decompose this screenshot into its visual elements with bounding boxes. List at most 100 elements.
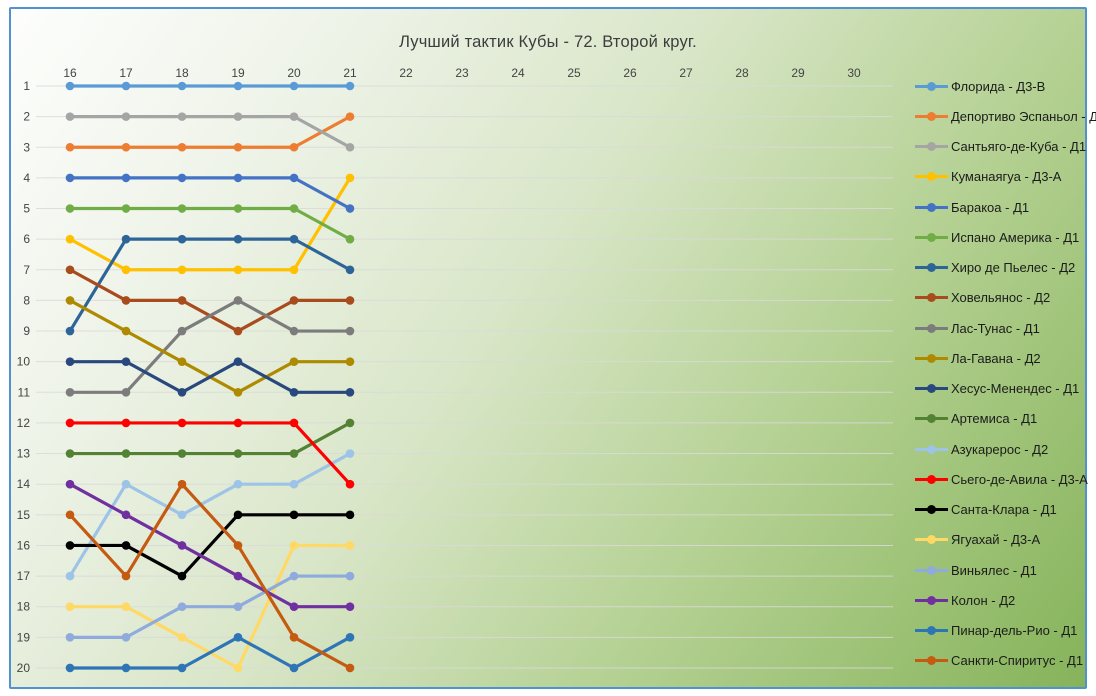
series-point — [65, 633, 75, 642]
series-point — [65, 449, 75, 458]
series-point — [233, 602, 243, 612]
y-axis-tick-label: 12 — [17, 416, 31, 430]
legend-item-label: Баракоа - Д1 — [951, 199, 1030, 215]
series-line-marker-icon — [915, 293, 948, 303]
series-point — [345, 571, 355, 581]
legend-item[interactable]: Флорида - Д3-В — [915, 71, 1045, 101]
y-axis-tick-label: 16 — [17, 538, 31, 552]
legend-item[interactable]: Испано Америка - Д1 — [915, 222, 1079, 252]
legend-item-label: Испано Америка - Д1 — [951, 229, 1080, 245]
series-point — [65, 234, 75, 244]
series-line-group — [65, 173, 355, 275]
series-line-group — [65, 418, 355, 458]
y-axis-tick-label: 7 — [23, 263, 30, 277]
series-point — [345, 602, 355, 612]
legend-item-label: Ховельянос - Д2 — [951, 290, 1051, 306]
legend-item[interactable]: Ховельянос - Д2 — [915, 283, 1050, 313]
legend-item[interactable]: Сьего-де-Авила - Д3-А — [915, 464, 1088, 494]
legend-item[interactable]: Куманаягуа - Д3-А — [915, 162, 1061, 192]
series-point — [177, 663, 187, 673]
y-axis-tick-label: 14 — [17, 477, 31, 491]
series-point — [345, 142, 355, 152]
x-axis-tick-label: 30 — [847, 66, 861, 80]
series-line-group — [65, 418, 355, 489]
legend-item[interactable]: Ла-Гавана - Д2 — [915, 343, 1041, 373]
series-point — [121, 541, 131, 550]
x-axis-tick-label: 18 — [175, 66, 189, 80]
legend-item[interactable]: Хесус-Менендес - Д1 — [915, 374, 1079, 404]
series-point — [345, 479, 355, 489]
series-point — [121, 265, 131, 275]
series-point — [345, 541, 355, 550]
legend-item-label: Пинар-дель-Рио - Д1 — [951, 623, 1078, 638]
legend-item[interactable]: Лас-Тунас - Д1 — [915, 313, 1040, 343]
legend-item[interactable]: Артемиса - Д1 — [915, 404, 1037, 434]
series-point — [121, 449, 131, 458]
series-point — [65, 541, 75, 550]
series-line — [69, 482, 350, 609]
legend-item[interactable]: Хиро де Пьелес - Д2 — [915, 253, 1075, 283]
series-point — [177, 142, 187, 152]
legend-item[interactable]: Виньялес - Д1 — [915, 555, 1037, 585]
series-line — [70, 421, 351, 456]
series-point — [233, 234, 243, 244]
legend-item[interactable]: Азукарерос - Д2 — [915, 434, 1048, 464]
series-point — [233, 633, 243, 642]
legend-item[interactable]: Депортиво Эспаньол - Д2 — [915, 101, 1096, 131]
chart-area: 1 2 3 4 5 6 7 8 9 10 11 12 13 14 15 16 17 18 19 20 16 17 18 19 2… — [11, 9, 1096, 687]
series-point — [65, 173, 75, 183]
series-point — [345, 357, 355, 366]
series-point — [233, 449, 243, 458]
legend-item-label: Санта-Клара - Д1 — [951, 502, 1057, 517]
series-point — [345, 326, 355, 336]
legend-item[interactable]: Пинар-дель-Рио - Д1 — [915, 616, 1077, 646]
series-point — [121, 234, 131, 244]
y-axis-tick-label: 1 — [23, 79, 30, 93]
y-axis-tick-label: 11 — [18, 385, 31, 399]
series-line-marker-icon — [915, 414, 948, 424]
series-point — [65, 510, 75, 520]
series-point — [289, 663, 299, 673]
series-point — [233, 510, 243, 520]
legend-item-label: Хесус-Менендес - Д1 — [951, 381, 1080, 396]
series-point — [289, 234, 299, 244]
series-line — [70, 513, 350, 578]
series-point — [233, 142, 243, 152]
series-point — [177, 265, 187, 275]
series-line — [70, 574, 350, 639]
legend-item-label: Азукарерос - Д2 — [951, 441, 1049, 457]
legend-item[interactable]: Ягуахай - Д3-А — [915, 525, 1040, 555]
series-line — [70, 115, 351, 149]
series-point — [65, 663, 75, 673]
series-point — [121, 142, 131, 152]
x-axis-tick-label: 21 — [343, 66, 357, 80]
series-point — [345, 81, 355, 91]
x-axis-tick-label: 28 — [735, 66, 749, 80]
series-line-marker-icon — [915, 656, 948, 666]
series-point — [65, 296, 75, 305]
series-point — [121, 81, 131, 91]
series-point — [121, 510, 131, 520]
legend-item[interactable]: Колон - Д2 — [915, 585, 1015, 615]
series-point — [65, 418, 75, 428]
series-point — [345, 234, 355, 244]
legend-item-label: Виньялес - Д1 — [951, 562, 1037, 578]
series-point — [345, 510, 355, 520]
legend-item-label: Артемиса - Д1 — [951, 411, 1038, 427]
series-point — [289, 633, 299, 642]
series-point — [177, 602, 187, 612]
series-point — [289, 296, 299, 305]
series-line — [70, 206, 351, 241]
legend-item[interactable]: Сантьяго-де-Куба - Д1 — [915, 132, 1086, 162]
x-axis-tick-label: 26 — [623, 66, 637, 80]
series-point — [233, 326, 243, 336]
legend-item[interactable]: Баракоа - Д1 — [915, 192, 1029, 222]
series-point — [289, 326, 299, 336]
legend-item[interactable]: Санта-Клара - Д1 — [915, 495, 1057, 525]
legend-item[interactable]: Санкти-Спиритус - Д1 — [915, 646, 1083, 676]
series-point — [121, 204, 131, 213]
series-point — [233, 296, 243, 305]
legend-item-label: Депортиво Эспаньол - Д2 — [951, 108, 1096, 124]
series-line-marker-icon — [915, 232, 948, 242]
series-point — [65, 388, 75, 397]
